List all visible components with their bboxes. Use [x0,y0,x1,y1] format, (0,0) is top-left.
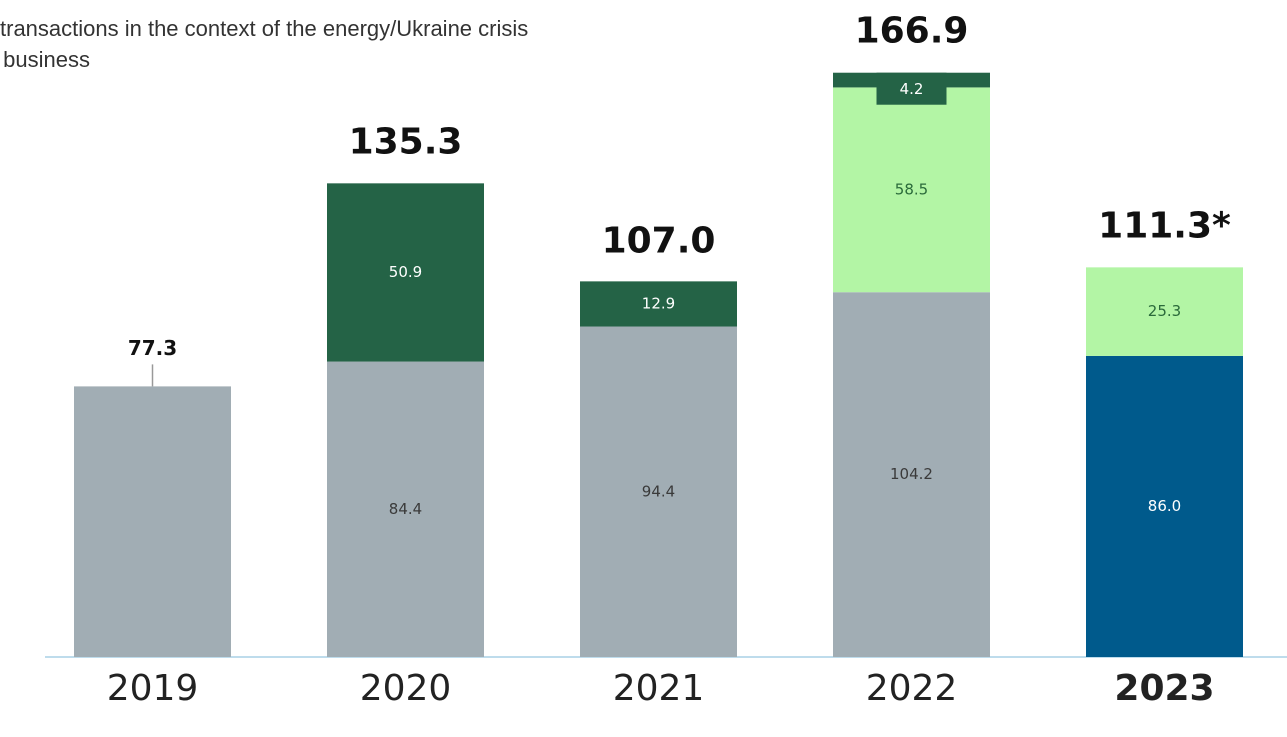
total-label: 135.3 [349,121,463,162]
bar-segment [1086,267,1243,356]
x-tick-label: 2020 [360,668,452,709]
x-tick-label: 2022 [866,668,958,709]
total-label: 111.3* [1098,205,1231,246]
bar-segment [327,361,484,657]
segment-label: 104.2 [890,465,933,483]
total-label: 107.0 [602,220,716,261]
x-tick-label: 2019 [107,668,199,709]
segment-label: 25.3 [1148,302,1181,320]
x-tick-label: 2021 [613,668,705,709]
segment-label: 50.9 [389,263,422,281]
bar-segment [1086,355,1243,657]
bar-segment [74,386,231,657]
subtitle: y business [0,47,90,72]
segment-label: 86.0 [1148,497,1181,515]
segment-label: 12.9 [642,294,675,312]
segment-label: 94.4 [642,482,675,500]
bar-segment [833,292,990,657]
segment-label: 84.4 [389,500,422,518]
total-label: 77.3 [128,336,177,360]
segment-label: 58.5 [895,180,928,198]
label-box [876,72,947,105]
bar-segment [580,326,737,657]
subtitle: transactions in the context of the energ… [0,16,528,41]
total-label: 166.9 [855,11,969,52]
bar-segment [327,183,484,362]
bar-segment [580,281,737,327]
x-tick-label: 2023 [1114,668,1214,709]
segment-label: 4.2 [900,80,924,98]
bar-segment [833,87,990,293]
